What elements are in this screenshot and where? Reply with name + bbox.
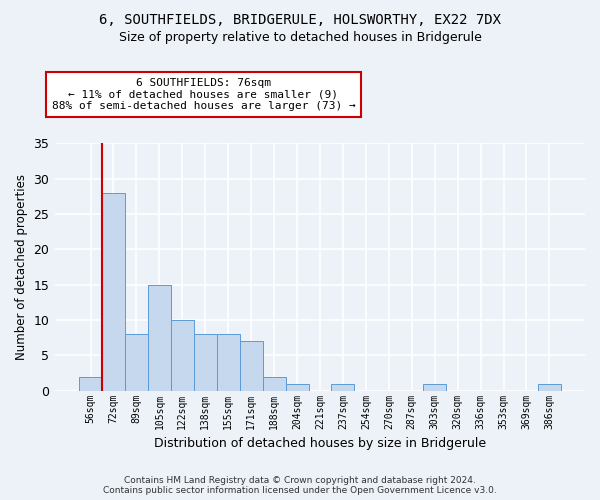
Text: Contains HM Land Registry data © Crown copyright and database right 2024.
Contai: Contains HM Land Registry data © Crown c… <box>103 476 497 495</box>
Text: 6, SOUTHFIELDS, BRIDGERULE, HOLSWORTHY, EX22 7DX: 6, SOUTHFIELDS, BRIDGERULE, HOLSWORTHY, … <box>99 12 501 26</box>
Bar <box>148 284 171 391</box>
Bar <box>263 376 286 390</box>
Bar <box>423 384 446 390</box>
Bar <box>171 320 194 390</box>
Y-axis label: Number of detached properties: Number of detached properties <box>15 174 28 360</box>
Bar <box>538 384 561 390</box>
Bar <box>102 192 125 390</box>
X-axis label: Distribution of detached houses by size in Bridgerule: Distribution of detached houses by size … <box>154 437 486 450</box>
Text: Size of property relative to detached houses in Bridgerule: Size of property relative to detached ho… <box>119 31 481 44</box>
Bar <box>125 334 148 390</box>
Text: 6 SOUTHFIELDS: 76sqm
← 11% of detached houses are smaller (9)
88% of semi-detach: 6 SOUTHFIELDS: 76sqm ← 11% of detached h… <box>52 78 355 111</box>
Bar <box>79 376 102 390</box>
Bar <box>331 384 355 390</box>
Bar <box>239 341 263 390</box>
Bar <box>194 334 217 390</box>
Bar <box>286 384 308 390</box>
Bar <box>217 334 239 390</box>
